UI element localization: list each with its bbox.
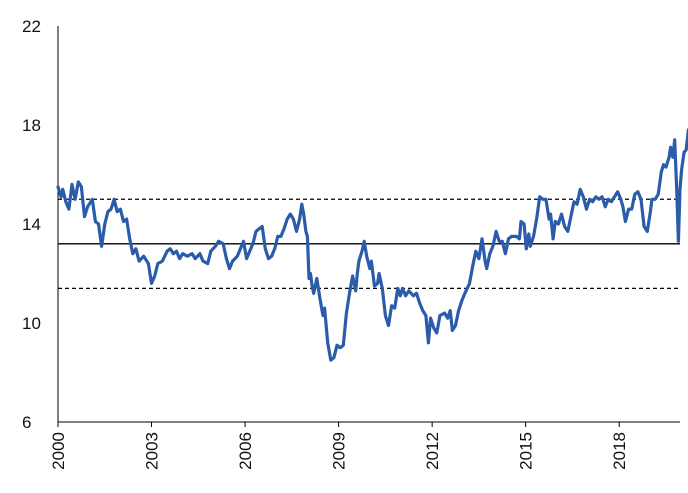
axes — [57, 26, 680, 423]
series-layer — [56, 128, 688, 362]
x-tick-label: 2003 — [143, 432, 162, 470]
x-tick-label: 2015 — [517, 432, 536, 470]
y-axis-ticks: 6 10 14 18 22 — [22, 17, 41, 432]
y-tick-label: 10 — [22, 314, 41, 333]
y-tick-label: 22 — [22, 17, 41, 36]
y-tick-label: 14 — [22, 215, 41, 234]
x-axis-ticks: 2000 2003 2006 2009 2012 2015 2018 — [49, 422, 629, 470]
y-tick-label: 18 — [22, 116, 41, 135]
x-tick-label: 2018 — [610, 432, 629, 470]
x-tick-label: 2000 — [49, 432, 68, 470]
x-tick-label: 2012 — [423, 432, 442, 470]
x-tick-label: 2006 — [236, 432, 255, 470]
y-tick-label: 6 — [22, 413, 31, 432]
series-line-0 — [56, 128, 688, 362]
reference-lines — [58, 198, 680, 290]
x-tick-label: 2009 — [330, 432, 349, 470]
